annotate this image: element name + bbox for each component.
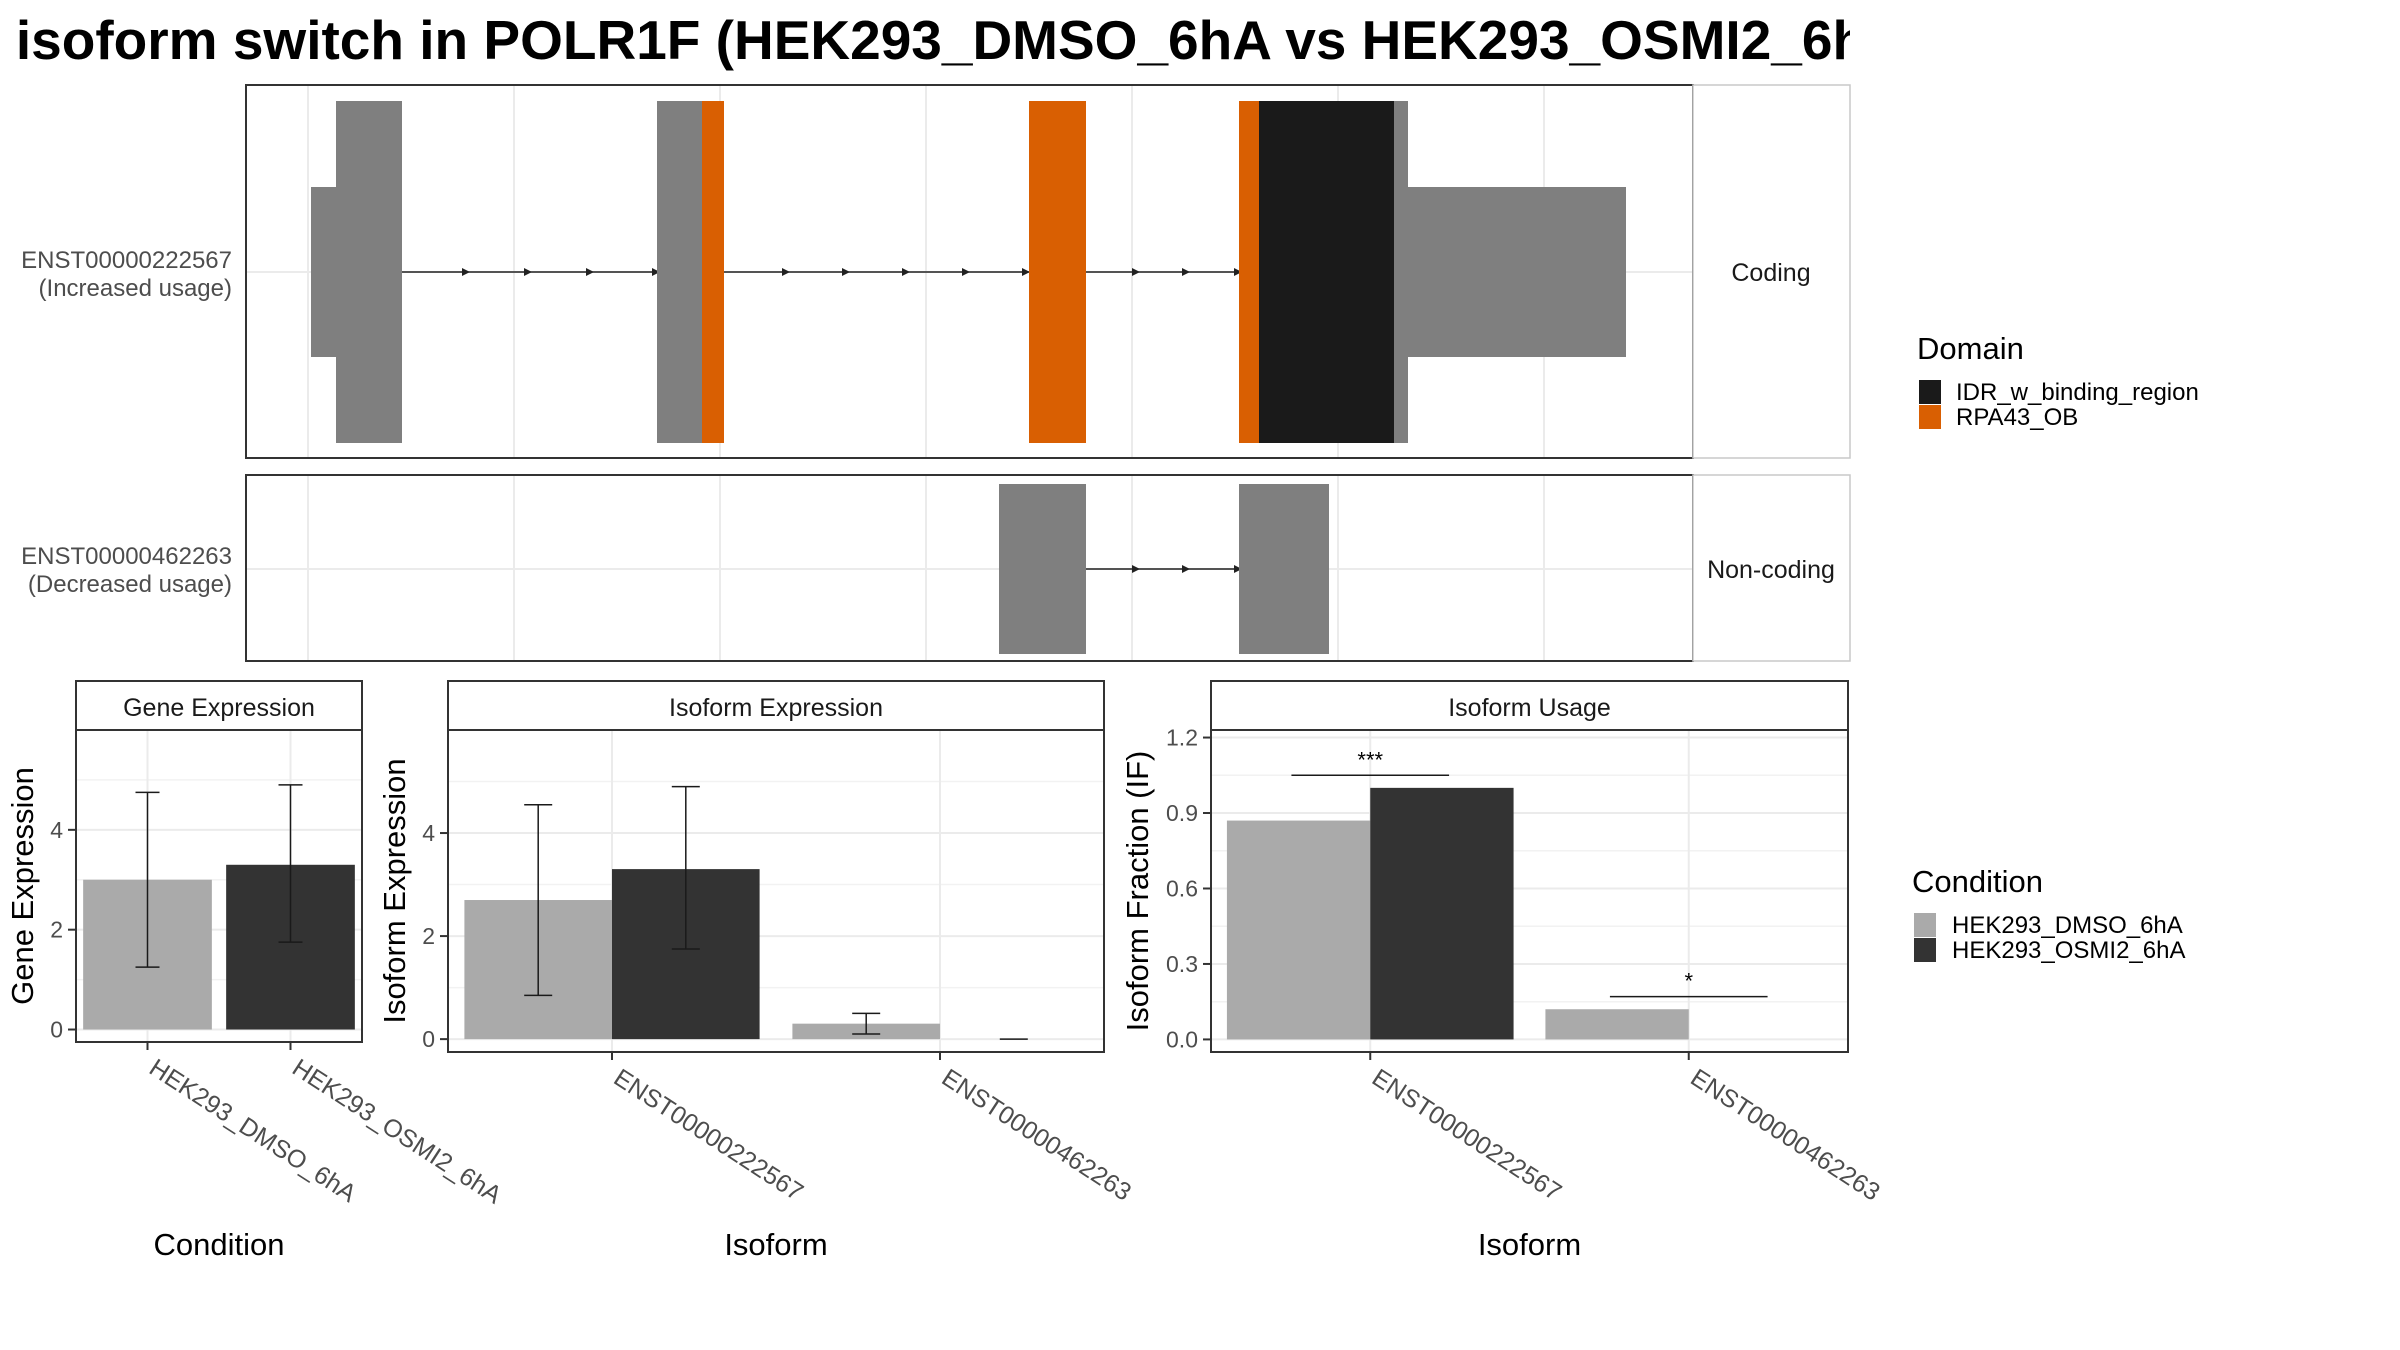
transcript-id: ENST00000462263: [21, 543, 232, 570]
legend-swatch-dmso: [1914, 913, 1936, 937]
y-tick-label: 0: [422, 1026, 435, 1052]
x-tick-label: ENST00000222567: [609, 1064, 808, 1207]
chart-title-text: e isoform switch in POLR1F (HEK293_DMSO_…: [0, 9, 1850, 71]
y-tick-label: 4: [422, 820, 435, 846]
legend-label: HEK293_OSMI2_6hA: [1952, 937, 2185, 964]
significance-label: ***: [1357, 747, 1383, 772]
y-tick-label: 4: [50, 817, 63, 843]
domain-idr-binding: [1259, 101, 1395, 443]
y-axis-label: Isoform Expression: [377, 758, 412, 1023]
facet-strip: [1210, 680, 1849, 731]
y-tick-label: 2: [50, 917, 63, 943]
facet-title: Isoform Expression: [669, 694, 883, 722]
intron-arrows: [462, 268, 1242, 276]
y-tick-label: 0.9: [1166, 800, 1198, 826]
y-axis-label: Gene Expression: [5, 767, 40, 1005]
x-tick-label: ENST00000462263: [1685, 1064, 1884, 1207]
domain-rpa43-ob: [702, 101, 724, 443]
domain-legend: Domain IDR_w_binding_region RPA43_OB: [1917, 331, 2199, 431]
exon: [999, 484, 1086, 654]
bar: [1370, 787, 1514, 1040]
facet-title: Isoform Usage: [1448, 694, 1611, 722]
y-tick-label: 2: [422, 923, 435, 949]
x-tick-label: ENST00000222567: [1367, 1064, 1566, 1207]
domain-rpa43-ob: [1239, 101, 1260, 443]
legend-label: IDR_w_binding_region: [1956, 379, 2199, 406]
legend-label: HEK293_DMSO_6hA: [1952, 912, 2183, 939]
facet-strip: [75, 680, 363, 731]
y-axis-label: Isoform Fraction (IF): [1120, 751, 1155, 1032]
domain-rpa43-ob: [1029, 101, 1086, 443]
facet-title: Gene Expression: [123, 694, 315, 722]
utr-exon: [311, 187, 337, 357]
condition-legend: Condition HEK293_DMSO_6hA HEK293_OSMI2_6…: [1912, 864, 2185, 964]
legend-label: RPA43_OB: [1956, 404, 2078, 431]
transcript-usage: (Decreased usage): [28, 571, 232, 598]
y-tick-label: 0.6: [1166, 875, 1198, 901]
x-tick-label: ENST00000462263: [937, 1064, 1136, 1207]
strip-label: Coding: [1731, 259, 1810, 287]
significance-label: *: [1684, 969, 1693, 994]
strip-label: Non-coding: [1707, 556, 1835, 584]
legend-swatch-idr: [1919, 380, 1941, 404]
exon: [336, 101, 402, 443]
chart-title: e isoform switch in POLR1F (HEK293_DMSO_…: [0, 8, 1850, 72]
legend-swatch-osmi2: [1914, 938, 1936, 962]
exon: [1394, 101, 1408, 443]
exon: [657, 101, 703, 443]
strip-coding: [1692, 84, 1851, 459]
x-axis-label: Isoform: [724, 1227, 827, 1262]
utr-exon: [1407, 187, 1626, 357]
transcript-panels: Coding ENST00000222567 (Increased usage)…: [21, 84, 1851, 662]
facet-strip: [447, 680, 1105, 731]
bar: [1545, 1009, 1689, 1040]
legend-title: Condition: [1912, 864, 2043, 899]
strip-noncoding: [1692, 474, 1851, 662]
exon: [1239, 484, 1329, 654]
isoform-usage-chart: ****Isoform Usage0.00.30.60.91.2ENST0000…: [1120, 680, 1885, 1262]
x-axis-label: Isoform: [1478, 1227, 1581, 1262]
intron-arrows: [1132, 565, 1242, 573]
y-tick-label: 0.0: [1166, 1026, 1198, 1052]
y-tick-label: 0.3: [1166, 951, 1198, 977]
transcript-grid-noncoding: [247, 476, 1692, 660]
legend-title: Domain: [1917, 331, 2024, 366]
transcript-usage: (Increased usage): [39, 275, 232, 302]
y-tick-label: 0: [50, 1017, 63, 1043]
bar: [1226, 820, 1371, 1040]
legend-swatch-rpa43: [1919, 405, 1941, 429]
gene-expression-chart: Gene Expression024HEK293_DMSO_6hAHEK293_…: [5, 680, 507, 1262]
y-tick-label: 1.2: [1166, 725, 1198, 751]
x-axis-label: Condition: [154, 1227, 285, 1262]
transcript-id: ENST00000222567: [21, 247, 232, 274]
